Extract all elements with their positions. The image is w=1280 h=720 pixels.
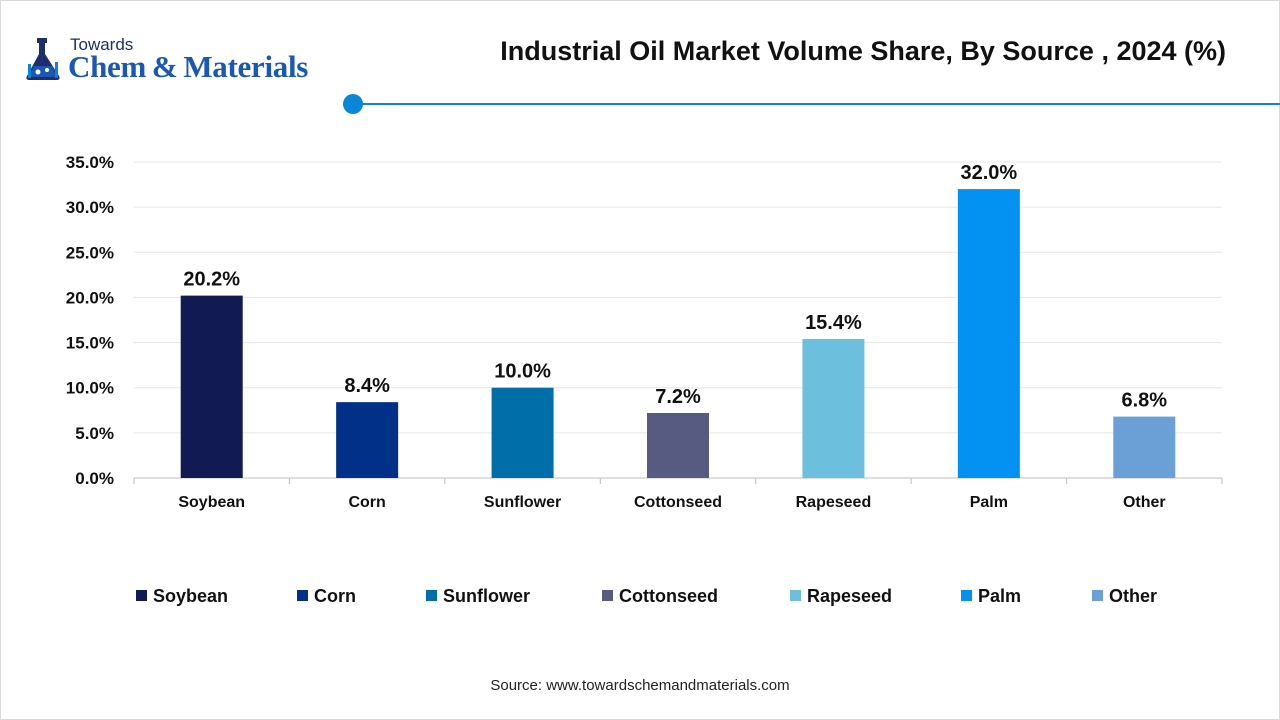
legend-label: Palm [978, 586, 1021, 606]
legend-label: Cottonseed [619, 586, 718, 606]
y-tick-label: 25.0% [66, 243, 114, 262]
legend-label: Corn [314, 586, 356, 606]
source-note: Source: www.towardschemandmaterials.com [490, 677, 790, 694]
y-tick-label: 15.0% [66, 334, 114, 353]
chart-title: Industrial Oil Market Volume Share, By S… [500, 36, 1226, 66]
legend-swatch [426, 590, 437, 601]
x-tick-label: Rapeseed [796, 494, 872, 511]
y-tick-label: 5.0% [75, 424, 114, 443]
legend-label: Rapeseed [807, 586, 892, 606]
y-tick-label: 30.0% [66, 198, 114, 217]
data-label: 8.4% [344, 375, 390, 397]
title-rule [352, 103, 1280, 105]
bar-other [1113, 416, 1176, 478]
data-label: 7.2% [655, 386, 701, 408]
x-tick-label: Palm [970, 494, 1008, 511]
brand-top-text: Towards [70, 35, 134, 54]
legend-swatch [1092, 590, 1103, 601]
data-label: 20.2% [183, 269, 240, 291]
x-tick-label: Soybean [178, 494, 245, 511]
y-tick-label: 35.0% [66, 153, 114, 172]
x-tick-label: Corn [348, 494, 385, 511]
data-label: 32.0% [960, 162, 1017, 184]
brand-logo: Towards Chem & Materials [22, 34, 342, 86]
legend-label: Sunflower [443, 586, 530, 606]
bar-corn [336, 402, 399, 478]
x-tick-label: Other [1123, 494, 1166, 511]
bar-cottonseed [647, 412, 709, 478]
legend-swatch [297, 590, 308, 601]
bar-palm [957, 189, 1020, 479]
brand-main-text: Chem & Materials [68, 49, 309, 84]
data-label: 6.8% [1121, 390, 1167, 412]
bar-soybean [180, 295, 243, 478]
bar-sunflower [491, 387, 554, 478]
flask-icon [26, 38, 60, 80]
y-tick-label: 20.0% [66, 288, 114, 307]
x-tick-label: Sunflower [484, 494, 561, 511]
y-tick-label: 0.0% [75, 469, 114, 488]
data-label: 10.0% [494, 361, 551, 383]
legend-label: Other [1109, 586, 1157, 606]
x-tick-label: Cottonseed [634, 494, 722, 511]
legend-swatch [602, 590, 613, 601]
title-rule-dot [343, 94, 363, 114]
y-tick-label: 10.0% [66, 379, 114, 398]
legend-swatch [136, 590, 147, 601]
data-label: 15.4% [805, 312, 862, 334]
bar-rapeseed [802, 338, 865, 478]
legend-swatch [790, 590, 801, 601]
legend-label: Soybean [153, 586, 228, 606]
legend-swatch [961, 590, 972, 601]
